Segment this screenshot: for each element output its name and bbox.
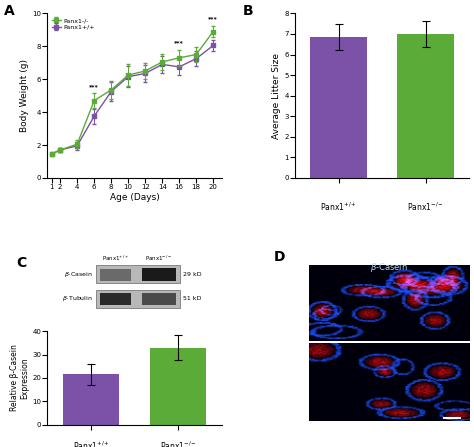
Text: 51 kD: 51 kD	[183, 296, 202, 301]
Bar	[310, 37, 367, 178]
Y-axis label: Relative β-Casein
Expression: Relative β-Casein Expression	[10, 345, 29, 411]
Y-axis label: Average Litter Size: Average Litter Size	[273, 53, 282, 139]
Text: $\beta$-Casein: $\beta$-Casein	[370, 261, 408, 274]
Text: $\beta$-Tubulin: $\beta$-Tubulin	[62, 294, 93, 303]
Text: ***: ***	[209, 16, 218, 21]
X-axis label: Age (Days): Age (Days)	[109, 193, 159, 202]
Text: Panx1$^{+/+}$: Panx1$^{+/+}$	[301, 288, 310, 318]
Text: D: D	[274, 250, 285, 264]
Bar	[142, 294, 176, 305]
Bar	[96, 266, 180, 283]
Bar	[397, 34, 454, 178]
Y-axis label: Body Weight (g): Body Weight (g)	[20, 59, 29, 132]
Text: Panx1$^{+/+}$: Panx1$^{+/+}$	[320, 201, 357, 213]
Bar	[142, 268, 176, 281]
Text: ***: ***	[89, 84, 99, 89]
Text: Panx1$^{-/-}$: Panx1$^{-/-}$	[407, 201, 444, 213]
Bar	[100, 269, 131, 281]
Bar	[63, 375, 119, 425]
Text: Panx1$^{+/+}$: Panx1$^{+/+}$	[102, 254, 129, 263]
Text: Panx1$^{-/-}$: Panx1$^{-/-}$	[301, 367, 310, 398]
Text: 29 kD: 29 kD	[183, 272, 202, 277]
Text: $\beta$-Casein: $\beta$-Casein	[64, 270, 93, 279]
Text: Panx1$^{+/+}$: Panx1$^{+/+}$	[73, 439, 109, 447]
Bar	[96, 290, 180, 308]
Text: A: A	[4, 4, 15, 17]
Text: Panx1$^{-/-}$: Panx1$^{-/-}$	[146, 254, 173, 263]
Bar	[100, 294, 131, 305]
Text: C: C	[16, 256, 26, 270]
Text: B: B	[243, 4, 253, 17]
Text: Panx1$^{-/-}$: Panx1$^{-/-}$	[160, 439, 197, 447]
Bar	[150, 348, 207, 425]
Legend: Panx1-/-, Panx1+/+: Panx1-/-, Panx1+/+	[51, 17, 96, 31]
Text: ***: ***	[174, 40, 184, 45]
